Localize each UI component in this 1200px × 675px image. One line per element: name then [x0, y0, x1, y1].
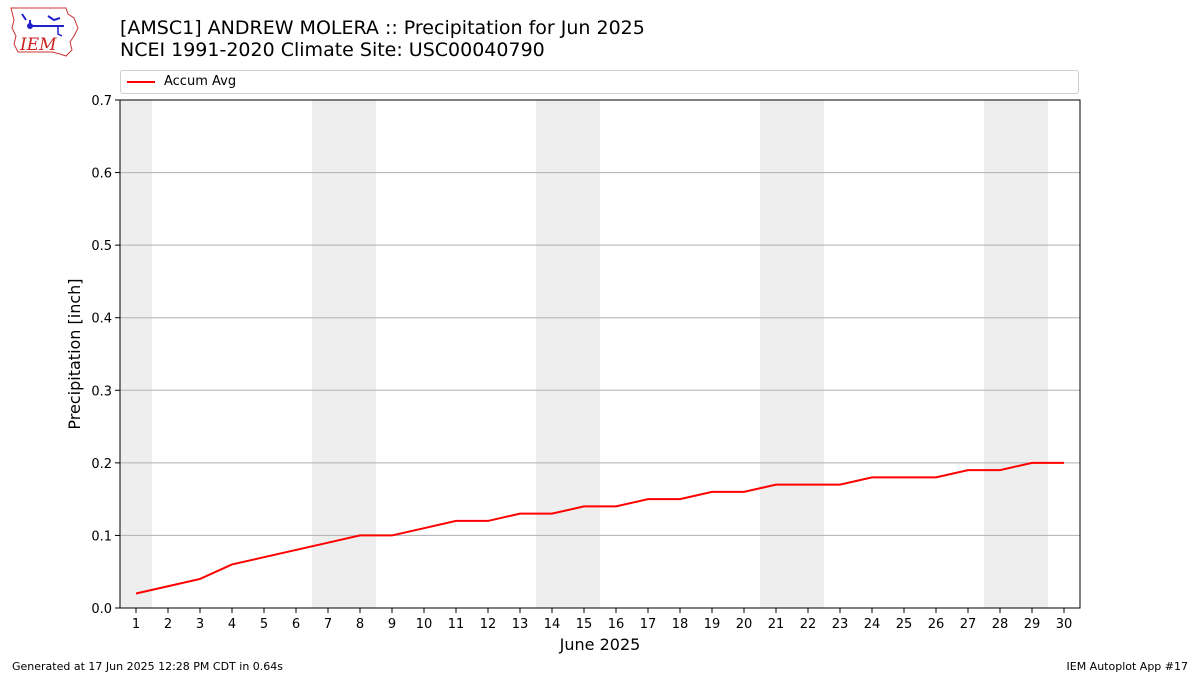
x-tick-label: 21 [768, 617, 785, 632]
weekend-band [120, 100, 152, 608]
footer-generated: Generated at 17 Jun 2025 12:28 PM CDT in… [12, 660, 284, 673]
x-tick-label: 2 [164, 617, 172, 632]
weekend-band [760, 100, 792, 608]
x-tick-label: 1 [132, 617, 140, 632]
x-tick-label: 9 [388, 617, 396, 632]
x-tick-label: 8 [356, 617, 364, 632]
weekend-band [792, 100, 824, 608]
x-tick-label: 10 [416, 617, 433, 632]
y-tick-label: 0.3 [91, 384, 112, 399]
weekend-band [984, 100, 1016, 608]
x-tick-label: 6 [292, 617, 300, 632]
x-tick-label: 23 [832, 617, 849, 632]
x-tick-label: 17 [640, 617, 657, 632]
x-tick-label: 28 [992, 617, 1009, 632]
x-tick-label: 4 [228, 617, 236, 632]
legend-swatch [127, 81, 155, 83]
x-tick-label: 19 [704, 617, 721, 632]
x-tick-label: 3 [196, 617, 204, 632]
series-line [135, 461, 1064, 595]
x-tick-label: 15 [576, 617, 593, 632]
x-tick-label: 30 [1056, 617, 1073, 632]
chart-title: [AMSC1] ANDREW MOLERA :: Precipitation f… [120, 17, 645, 39]
x-tick-label: 24 [864, 617, 881, 632]
y-tick-label: 0.5 [91, 239, 112, 254]
y-tick-label: 0.2 [91, 457, 112, 472]
x-tick-label: 11 [448, 617, 465, 632]
x-tick-label: 27 [960, 617, 977, 632]
weekend-band [536, 100, 568, 608]
x-axis-label: June 2025 [559, 635, 641, 654]
weekend-band [312, 100, 344, 608]
legend: Accum Avg [120, 70, 1079, 94]
y-tick-label: 0.4 [91, 312, 112, 327]
x-tick-label: 26 [928, 617, 945, 632]
weekend-band [1016, 100, 1048, 608]
y-axis-label: Precipitation [inch] [65, 278, 84, 429]
iem-logo: IEM [8, 6, 80, 58]
footer-app: IEM Autoplot App #17 [1066, 660, 1189, 673]
x-tick-label: 20 [736, 617, 753, 632]
x-tick-label: 12 [480, 617, 497, 632]
chart-subtitle: NCEI 1991-2020 Climate Site: USC00040790 [120, 39, 545, 61]
legend-label: Accum Avg [164, 74, 237, 89]
x-tick-label: 18 [672, 617, 689, 632]
y-tick-label: 0.6 [91, 167, 112, 182]
weekend-band [344, 100, 376, 608]
y-tick-label: 0.1 [91, 529, 112, 544]
y-tick-label: 0.7 [91, 94, 112, 109]
weekend-band [568, 100, 600, 608]
logo-text: IEM [19, 35, 57, 55]
x-tick-label: 16 [608, 617, 625, 632]
x-tick-label: 29 [1024, 617, 1041, 632]
x-tick-label: 7 [324, 617, 332, 632]
x-tick-label: 13 [512, 617, 529, 632]
y-tick-label: 0.0 [91, 602, 112, 617]
x-tick-label: 14 [544, 617, 561, 632]
x-tick-label: 5 [260, 617, 268, 632]
x-tick-label: 22 [800, 617, 817, 632]
x-tick-label: 25 [896, 617, 913, 632]
